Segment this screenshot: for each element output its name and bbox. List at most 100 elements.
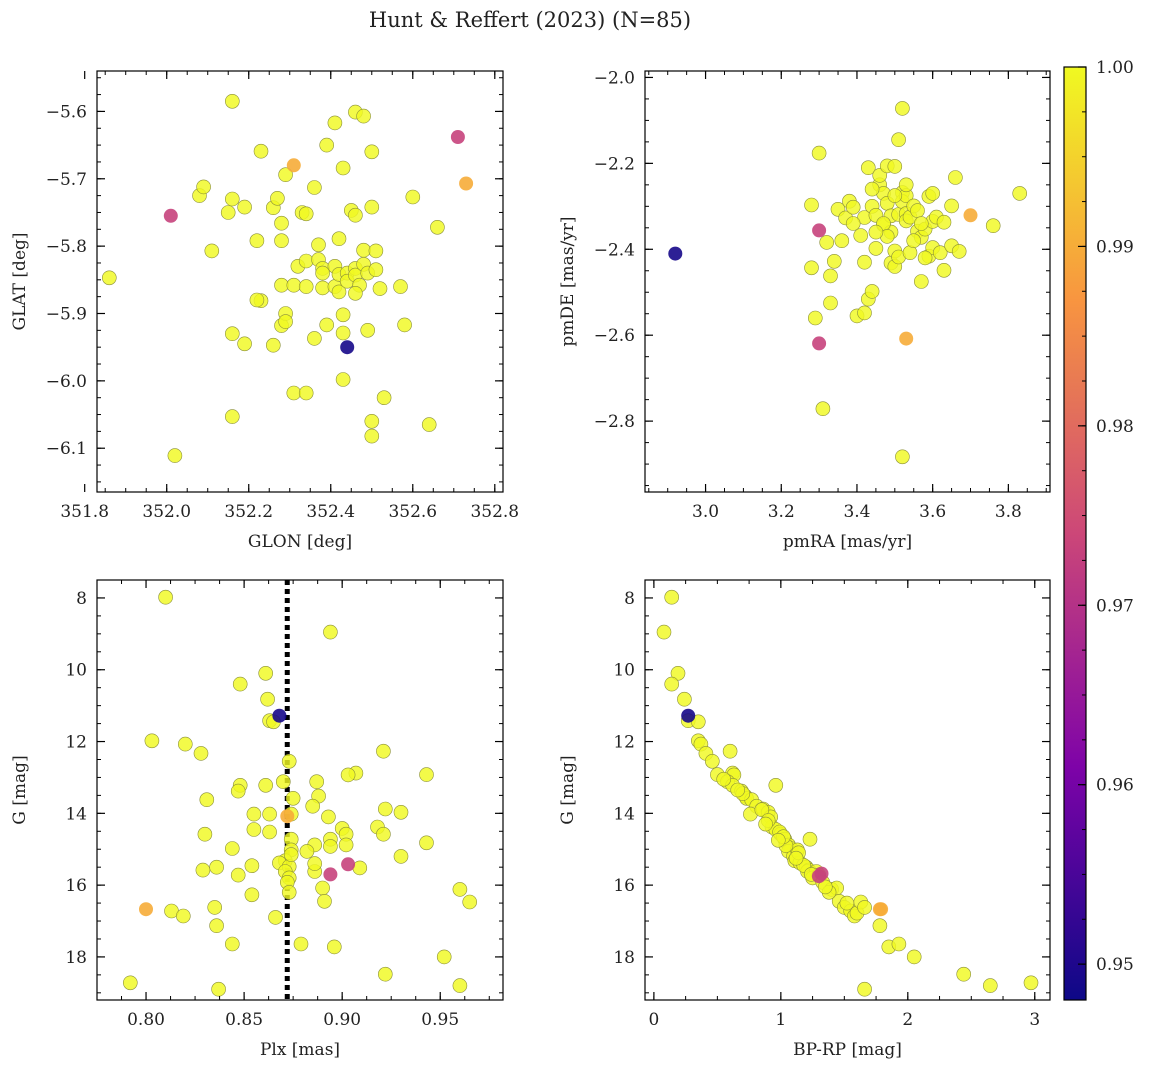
scatter-point [874,902,889,917]
scatter-point [716,771,732,787]
scatter-point [802,831,818,847]
y-axis-label: GLAT [deg] [10,232,30,330]
panels: 351.8 352.0 352.2 352.4 352.6 352.8 −6.1 −6.0 −5… [10,68,1051,1060]
scatter-point [341,857,356,872]
y-tick-label: 8 [76,589,87,609]
x-tick-label: 2 [902,1010,913,1030]
scatter-point [906,233,922,248]
y-tick-label: −5.9 [46,304,87,324]
y-tick-label: 10 [613,661,635,681]
scatter-point [857,305,872,321]
y-tick-label: −2.4 [594,240,635,260]
scatter-point [826,253,842,269]
scatter-point [230,867,246,883]
x-axis-label: GLON [deg] [248,532,352,552]
x-tick-label: 0.90 [323,1010,361,1030]
scatter-point [917,250,933,266]
scatter-point [270,191,285,206]
scatter-point [307,331,322,346]
scatter-point [209,918,224,934]
scatter-point [335,160,351,176]
scatter-point [356,242,371,258]
scatter-point [230,783,246,799]
x-axis-label: Plx [mas] [260,1040,340,1060]
colorbar-frame [1063,66,1087,1001]
scatter-point [815,401,831,417]
scatter-point [868,224,884,240]
scatter-point [246,822,262,837]
scatter-point [895,449,910,465]
y-tick-label: −5.7 [46,170,87,190]
scatter-point [963,208,978,223]
x-axis-label: BP-RP [mag] [793,1040,902,1060]
x-tick-label: 351.8 [60,502,109,522]
scatter-point [807,310,823,326]
scatter-point [199,792,215,808]
scatter-point [178,736,193,752]
scatter-point [285,790,301,806]
scatter-point [857,254,872,270]
scatter-point [211,981,226,997]
scatter-point [421,417,437,432]
scatter-points [102,94,474,463]
scatter-point [936,214,952,230]
scatter-point [335,372,351,387]
scatter-point [225,409,240,424]
scatter-point [823,295,838,311]
scatter-point [436,949,452,965]
y-tick-label: −2.0 [594,68,635,88]
scatter-point [364,199,380,215]
scatter-point [281,884,297,900]
scatter-point [311,237,326,253]
scatter-point [321,809,336,825]
scatter-point [360,322,376,338]
colorbar-tick-label: 0.96 [1096,776,1134,796]
scatter-point [220,205,236,220]
x-tick-label: 0.95 [421,1010,459,1030]
scatter-point [197,826,213,842]
x-tick-label: 3.4 [843,502,870,522]
scatter-point [817,879,833,895]
scatter-point [272,708,287,723]
scatter-point [293,936,309,952]
y-tick-label: 12 [65,733,87,753]
x-tick-label: 0.85 [225,1010,263,1030]
scatter-point [823,268,838,284]
scatter-point [123,975,138,991]
scatter-point [845,199,861,215]
scatter-point [315,265,330,281]
scatter-point [326,939,342,955]
scatter-point [237,336,252,352]
scatter-points [123,580,478,1000]
scatter-point [770,832,786,848]
scatter-point [364,413,380,429]
x-tick-label: 352.8 [470,502,519,522]
scatter-point [397,317,412,333]
scatter-point [249,292,265,308]
scatter-point [405,189,421,205]
y-tick-label: −2.2 [594,154,635,174]
scatter-point [887,188,903,203]
scatter-point [158,589,173,605]
scatter-point [936,262,952,278]
panel-pmra-pmde: 3.0 3.2 3.4 3.6 3.8 −2.8 −2.6 −2.4 −2.2 −2.0 pmRA … [558,68,1051,552]
x-tick-label: 3 [1029,1010,1040,1030]
scatter-point [811,869,826,884]
panel-glon-glat: 351.8 352.0 352.2 352.4 352.6 352.8 −6.1 −6.0 −5… [10,70,519,552]
y-axis-label: G [mag] [10,755,30,824]
scatter-point [452,978,468,993]
axes-frame [96,579,504,1001]
scatter-point [393,804,409,820]
scatter-point [260,691,275,707]
y-tick-label: −5.6 [46,102,87,122]
scatter-point [913,274,929,289]
scatter-point [372,281,388,296]
y-tick-label: 14 [65,804,87,824]
scatter-point [305,798,321,814]
scatter-point [956,966,972,982]
scatter-point [982,978,998,993]
panel-plx-g: 0.80 0.85 0.90 0.95 8 10 12 14 16 18 Plx [mas] G [m… [10,579,504,1060]
scatter-point [376,390,392,406]
scatter-point [139,902,153,917]
